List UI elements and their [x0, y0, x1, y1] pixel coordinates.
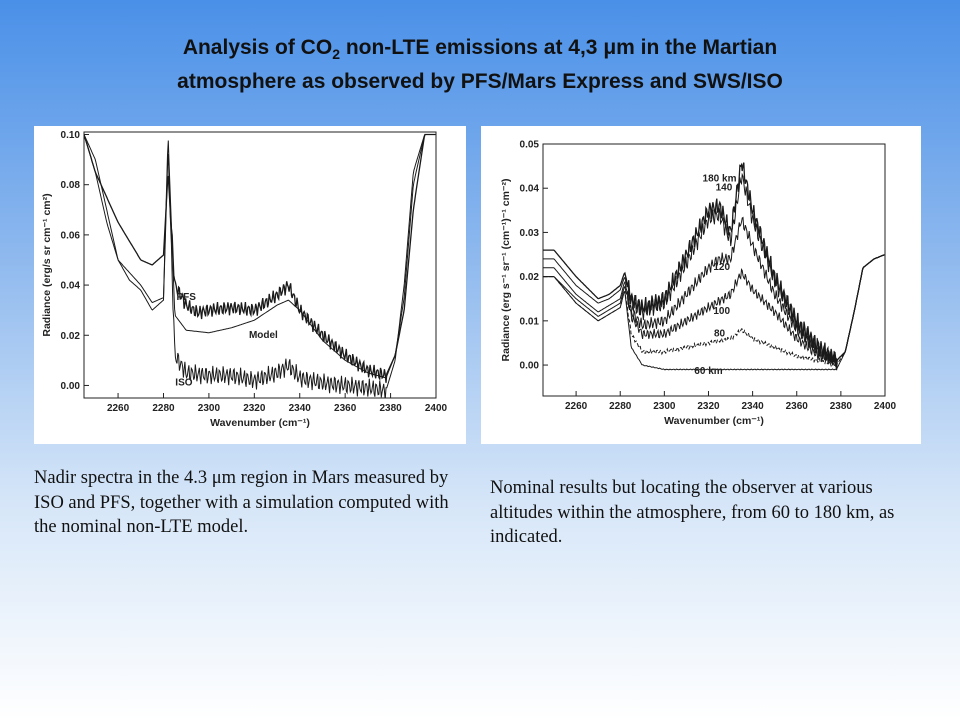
- series-line-2: [543, 216, 885, 367]
- y-axis-label: Radiance (erg s⁻¹ sr⁻¹ (cm⁻¹)⁻¹ cm⁻²): [500, 179, 512, 362]
- series-line-1: [84, 134, 436, 379]
- x-axis-label: Wavenumber (cm⁻¹): [210, 417, 310, 429]
- y-tick-label: 0.06: [61, 230, 81, 241]
- series-group: [84, 133, 436, 398]
- chart-left: 2260 2280 2300 2320 2340 2360 2380 2400 0.00 0.02…: [41, 130, 448, 429]
- x-tick-label: 2260: [565, 401, 588, 412]
- page-title: Analysis of CO2 non-LTE emissions at 4,3…: [40, 34, 920, 96]
- x-tick-label: 2280: [152, 403, 175, 414]
- x-tick-label: 2260: [107, 403, 130, 414]
- series-annotation: ISO: [175, 377, 192, 388]
- series-annotation: 60 km: [694, 366, 722, 377]
- x-axis-label: Wavenumber (cm⁻¹): [664, 415, 764, 427]
- x-tick-label: 2300: [653, 401, 676, 412]
- series-annotation: PFS: [176, 292, 196, 303]
- series-annotation: 80: [714, 328, 726, 339]
- x-tick-label: 2280: [609, 401, 632, 412]
- x-tick-label: 2380: [379, 403, 402, 414]
- plot-frame: [542, 143, 886, 397]
- chart-right: 2260 2280 2300 2320 2340 2360 2380 2400 0.00 0.01…: [500, 140, 897, 428]
- y-tick-label: 0.05: [520, 140, 540, 151]
- series-group: [543, 162, 885, 371]
- y-axis-label: Radiance (erg/s sr cm⁻¹ cm²): [41, 193, 53, 336]
- y-tick-label: 0.00: [520, 361, 540, 372]
- chart-left-panel: 2260 2280 2300 2320 2340 2360 2380 2400 0.00 0.02…: [34, 126, 466, 444]
- chart-right-panel: 2260 2280 2300 2320 2340 2360 2380 2400 0.00 0.01…: [481, 126, 921, 444]
- y-tick-label: 0.04: [520, 184, 540, 195]
- x-tick-label: 2360: [786, 401, 809, 412]
- caption-left: Nadir spectra in the 4.3 μm region in Ma…: [34, 468, 449, 537]
- series-annotation: 120: [713, 262, 730, 273]
- y-tick-label: 0.02: [520, 272, 540, 283]
- plot-frame: [83, 131, 437, 399]
- series-line-5: [543, 254, 885, 371]
- title-line-1: Analysis of CO2 non-LTE emissions at 4,3…: [182, 36, 778, 63]
- series-line-0: [84, 133, 436, 383]
- y-tick-label: 0.02: [61, 331, 81, 342]
- series-line-3: [543, 254, 885, 365]
- series-annotation: 180 km: [703, 174, 737, 185]
- x-tick-label: 2400: [874, 401, 897, 412]
- series-line-1: [543, 172, 885, 366]
- x-tick-label: 2320: [243, 403, 266, 414]
- series-line-2: [84, 134, 436, 398]
- y-tick-label: 0.04: [61, 281, 81, 292]
- title-line-2: atmosphere as observed by PFS/Mars Expre…: [177, 70, 783, 94]
- x-tick-label: 2340: [741, 401, 764, 412]
- y-tick-label: 0.03: [520, 228, 540, 239]
- x-tick-label: 2380: [830, 401, 853, 412]
- x-tick-label: 2360: [334, 403, 357, 414]
- y-tick-label: 0.10: [61, 130, 81, 141]
- x-tick-label: 2320: [697, 401, 720, 412]
- caption-right: Nominal results but locating the observe…: [490, 478, 895, 547]
- series-annotation: 100: [713, 306, 730, 317]
- x-tick-label: 2340: [289, 403, 312, 414]
- y-tick-label: 0.01: [520, 316, 540, 327]
- series-annotation: 140: [716, 182, 733, 193]
- x-tick-label: 2300: [198, 403, 221, 414]
- y-tick-label: 0.00: [61, 381, 81, 392]
- x-tick-label: 2400: [425, 403, 448, 414]
- y-tick-label: 0.08: [61, 180, 81, 191]
- series-annotation: Model: [249, 330, 278, 341]
